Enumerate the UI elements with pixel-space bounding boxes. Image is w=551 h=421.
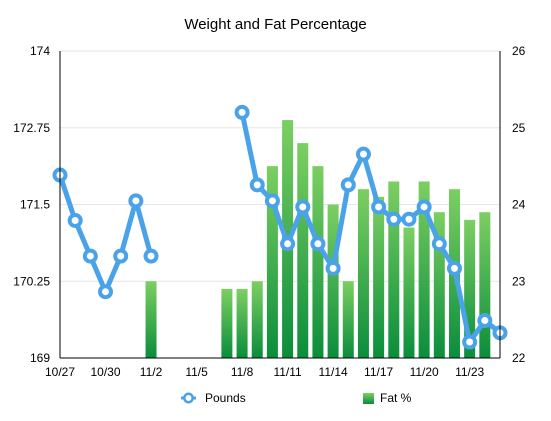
fat-bar: [403, 227, 415, 358]
x-tick-label: 11/14: [319, 365, 348, 379]
pounds-line: [239, 109, 503, 345]
y-left-tick-label: 172.75: [13, 121, 50, 135]
x-tick-label: 11/17: [364, 365, 393, 379]
fat-bar: [373, 196, 385, 358]
y-left-tick-label: 174: [30, 44, 50, 58]
fat-bar: [297, 143, 309, 358]
pounds-point: [249, 177, 265, 193]
pounds-point: [477, 313, 493, 329]
pounds-point: [462, 334, 478, 350]
pounds-point: [416, 199, 432, 215]
axes: [59, 51, 501, 359]
fat-bar: [145, 281, 157, 358]
y-left-tick-label: 170.25: [13, 274, 50, 288]
legend-bar-swatch: [363, 393, 374, 404]
fat-bar: [266, 166, 278, 358]
x-tick-label: 10/27: [45, 365, 75, 379]
legend: Pounds Fat %: [181, 391, 412, 405]
y-left-tick-label: 169: [30, 351, 50, 365]
bars: [145, 120, 491, 358]
pounds-point: [355, 146, 371, 162]
pounds-point: [82, 248, 98, 264]
x-tick-label: 11/23: [455, 365, 484, 379]
pounds-point: [280, 236, 296, 252]
fat-bar: [479, 212, 491, 358]
fat-bar: [327, 204, 339, 358]
pounds-point: [67, 212, 83, 228]
pounds-point: [113, 248, 129, 264]
legend-fat-label: Fat %: [380, 391, 412, 405]
legend-line-marker: [183, 392, 194, 404]
y-right-tick-label: 22: [512, 351, 526, 365]
fat-bar: [236, 288, 248, 358]
pounds-point: [143, 248, 159, 264]
y-left-tick-label: 171.5: [20, 198, 50, 212]
pounds-point: [234, 104, 250, 120]
pounds-point: [431, 236, 447, 252]
fat-bar: [418, 181, 430, 358]
fat-bar: [312, 166, 324, 358]
x-tick-label: 11/8: [231, 365, 254, 379]
pounds-point: [325, 260, 341, 276]
fat-bar: [221, 288, 233, 358]
fat-bar: [251, 281, 263, 358]
y-right-tick-label: 23: [512, 274, 526, 288]
x-tick-label: 11/11: [273, 365, 302, 379]
pounds-point: [371, 199, 387, 215]
y-right-tick-label: 26: [512, 44, 526, 58]
fat-bar: [357, 189, 369, 358]
chart-title: Weight and Fat Percentage: [184, 16, 366, 33]
pounds-line: [57, 172, 154, 295]
fat-bar: [433, 212, 445, 358]
pounds-point: [264, 193, 280, 209]
tick-labels: 169 170.25 171.5 172.75 174 22 23 24 25 26 10/27 10…: [13, 44, 525, 379]
fat-bar: [342, 281, 354, 358]
fat-bar: [464, 219, 476, 358]
x-tick-label: 11/20: [410, 365, 439, 379]
legend-pounds-label: Pounds: [205, 391, 246, 405]
y-right-tick-label: 24: [512, 198, 526, 212]
x-tick-label: 10/30: [91, 365, 121, 379]
pounds-point: [295, 199, 311, 215]
pounds-point: [446, 260, 462, 276]
pounds-point: [98, 284, 114, 300]
x-tick-label: 11/2: [140, 365, 163, 379]
pounds-point: [310, 236, 326, 252]
y-right-tick-label: 25: [512, 121, 526, 135]
pounds-point: [401, 211, 417, 227]
fat-bar: [388, 181, 400, 358]
pounds-point: [128, 193, 144, 209]
pounds-point: [340, 177, 356, 193]
x-tick-label: 11/5: [185, 365, 208, 379]
pounds-point: [386, 211, 402, 227]
